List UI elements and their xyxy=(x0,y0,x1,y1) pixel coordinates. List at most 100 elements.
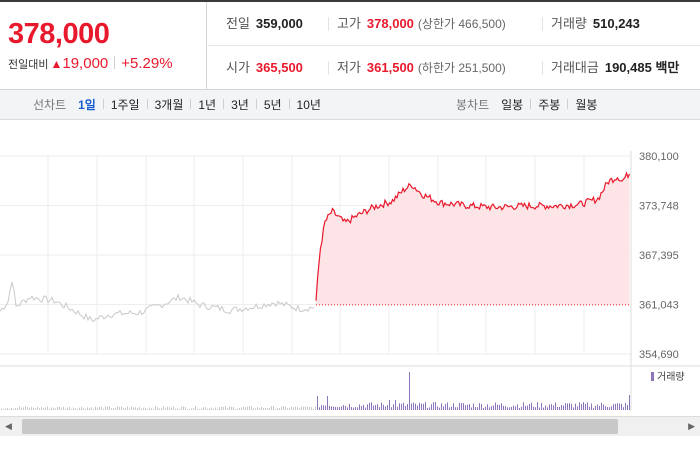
stat-open: 시가 365,500 xyxy=(226,46,303,90)
volume-bar xyxy=(229,406,230,410)
volume-bar xyxy=(435,402,436,410)
volume-bar xyxy=(73,407,74,410)
volume-bar xyxy=(129,408,130,410)
tab-1w[interactable]: 1주일 xyxy=(110,98,140,112)
divider xyxy=(114,56,116,69)
volume-bar xyxy=(461,403,462,410)
tab-3m[interactable]: 3개월 xyxy=(154,98,184,112)
volume-bar xyxy=(581,404,582,410)
volume-bar xyxy=(11,408,12,410)
volume-bar xyxy=(541,403,542,410)
volume-bar xyxy=(173,406,174,410)
volume-bar xyxy=(491,406,492,410)
volume-bar xyxy=(289,407,290,410)
volume-bar xyxy=(601,402,602,410)
volume-bar xyxy=(169,407,170,410)
volume-bar xyxy=(125,407,126,410)
price-change: 전일대비 ▲19,000 +5.29% xyxy=(8,55,173,72)
volume-bar xyxy=(57,406,58,410)
volume-bar xyxy=(121,406,122,410)
tab-3y[interactable]: 3년 xyxy=(231,98,249,112)
stat-key: 시가 xyxy=(226,60,250,75)
volume-bar xyxy=(501,403,502,410)
volume-bar xyxy=(453,403,454,410)
volume-bar xyxy=(203,407,204,410)
volume-bar xyxy=(481,403,482,410)
volume-bar xyxy=(3,408,4,410)
volume-bar xyxy=(255,408,256,410)
volume-bar xyxy=(545,405,546,410)
volume-bar xyxy=(621,403,622,410)
volume-bar xyxy=(413,402,414,410)
volume-bar xyxy=(51,407,52,410)
volume-bar xyxy=(571,403,572,410)
tab-monthly[interactable]: 월봉 xyxy=(575,98,598,112)
volume-bar xyxy=(519,407,520,410)
volume-bar xyxy=(155,406,156,410)
scroll-left-icon[interactable]: ◀ xyxy=(5,421,12,431)
volume-bar xyxy=(359,404,360,410)
volume-bar xyxy=(521,406,522,410)
volume-bar xyxy=(575,403,576,410)
volume-bar xyxy=(447,402,448,410)
volume-bar xyxy=(151,408,152,410)
volume-bar xyxy=(361,406,362,410)
volume-bar xyxy=(531,402,532,410)
volume-bar xyxy=(409,372,410,410)
volume-bar xyxy=(543,407,544,410)
volume-bar xyxy=(499,404,500,410)
divider xyxy=(530,99,532,109)
volume-bar xyxy=(557,406,558,410)
volume-bar xyxy=(493,405,494,410)
tab-5y[interactable]: 5년 xyxy=(263,98,282,112)
divider xyxy=(567,99,569,109)
price-panel: 378,000 전일대비 ▲19,000 +5.29% xyxy=(0,2,207,90)
previous-day-line xyxy=(0,281,315,323)
volume-bar xyxy=(149,407,150,410)
tab-1y[interactable]: 1년 xyxy=(198,98,217,112)
tab-weekly[interactable]: 주봉 xyxy=(538,98,561,112)
volume-bar xyxy=(333,406,334,410)
volume-bar xyxy=(93,408,94,410)
candle-chart-tabs: 봉차트 일봉 주봉 월봉 xyxy=(456,90,597,120)
volume-bar xyxy=(393,404,394,410)
volume-bars xyxy=(1,372,630,410)
y-tick-label: 354,690 xyxy=(639,349,679,361)
volume-bar xyxy=(455,407,456,410)
y-tick-label: 361,043 xyxy=(639,300,679,312)
scroll-thumb[interactable] xyxy=(22,419,618,434)
stats-table: 전일 359,000 고가 378,000 (상한가 466,500) 거래량 510,… xyxy=(208,2,700,90)
volume-bar xyxy=(603,404,604,410)
volume-bar xyxy=(429,407,430,410)
candle-chart-title: 봉차트 xyxy=(456,98,490,112)
stat-value: 510,243 xyxy=(592,16,640,31)
chart-scrollbar[interactable]: ◀ ▶ xyxy=(0,416,700,436)
volume-bar xyxy=(117,406,118,410)
scroll-right-icon[interactable]: ▶ xyxy=(688,421,695,431)
tab-10y[interactable]: 10년 xyxy=(296,98,321,112)
volume-bar xyxy=(83,408,84,410)
stat-key: 고가 xyxy=(337,16,361,31)
volume-bar xyxy=(147,408,148,410)
volume-bar xyxy=(135,407,136,410)
volume-bar xyxy=(415,403,416,410)
tab-1d[interactable]: 1일 xyxy=(78,98,96,112)
volume-bar xyxy=(225,406,226,410)
volume-bar xyxy=(207,408,208,410)
volume-bar xyxy=(219,407,220,410)
volume-bar xyxy=(339,406,340,410)
intraday-chart[interactable]: 380,100 373,748 367,395 361,043 354,690 거래량 xyxy=(0,121,700,416)
volume-bar xyxy=(489,407,490,410)
volume-bar xyxy=(471,407,472,410)
stat-sub: (상한가 466,500) xyxy=(417,17,506,31)
volume-bar xyxy=(303,406,304,410)
line-chart-tabs: 선차트 1일 1주일 3개월 1년 3년 5년 10년 xyxy=(33,90,321,120)
volume-bar xyxy=(535,407,536,410)
volume-bar xyxy=(465,405,466,410)
volume-bar xyxy=(369,402,370,410)
tab-daily[interactable]: 일봉 xyxy=(501,98,524,112)
stat-high: 고가 378,000 (상한가 466,500) xyxy=(328,17,506,31)
volume-bar xyxy=(187,408,188,410)
volume-bar xyxy=(131,406,132,410)
volume-bar xyxy=(271,406,272,410)
